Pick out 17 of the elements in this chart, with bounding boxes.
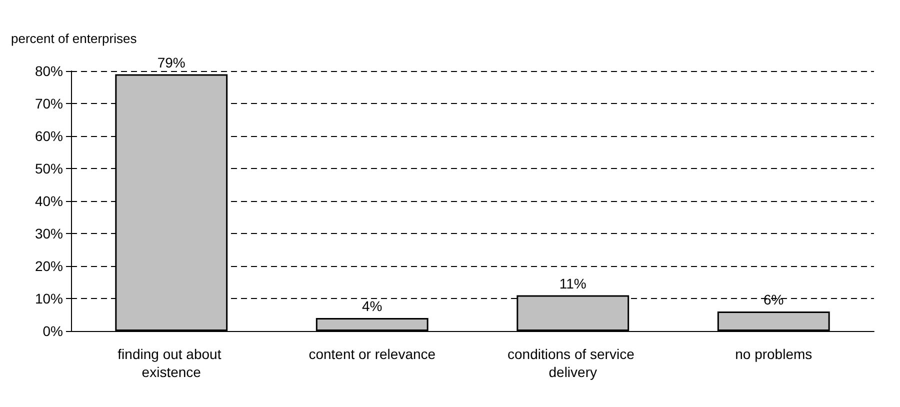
data-label: 4% bbox=[362, 298, 382, 314]
y-axis-title: percent of enterprises bbox=[11, 31, 138, 46]
x-tick-label: content or relevance bbox=[308, 346, 436, 362]
data-label: 79% bbox=[157, 54, 186, 70]
y-tick-label: 80% bbox=[34, 63, 63, 79]
y-tick-label: 0% bbox=[42, 323, 63, 339]
y-tick-label: 60% bbox=[34, 128, 63, 144]
x-tick-label: finding out about existence bbox=[118, 346, 226, 380]
y-tick-label: 30% bbox=[34, 226, 63, 242]
y-tick-label: 50% bbox=[34, 160, 63, 176]
y-tick-label: 10% bbox=[34, 290, 63, 306]
y-tick-label: 70% bbox=[34, 96, 63, 112]
y-tick-label: 40% bbox=[34, 193, 63, 209]
data-label: 11% bbox=[559, 275, 586, 292]
x-tick-label: no problems bbox=[735, 346, 812, 362]
x-tick-label: conditions of service delivery bbox=[508, 346, 638, 380]
y-tick-label: 20% bbox=[34, 258, 63, 274]
